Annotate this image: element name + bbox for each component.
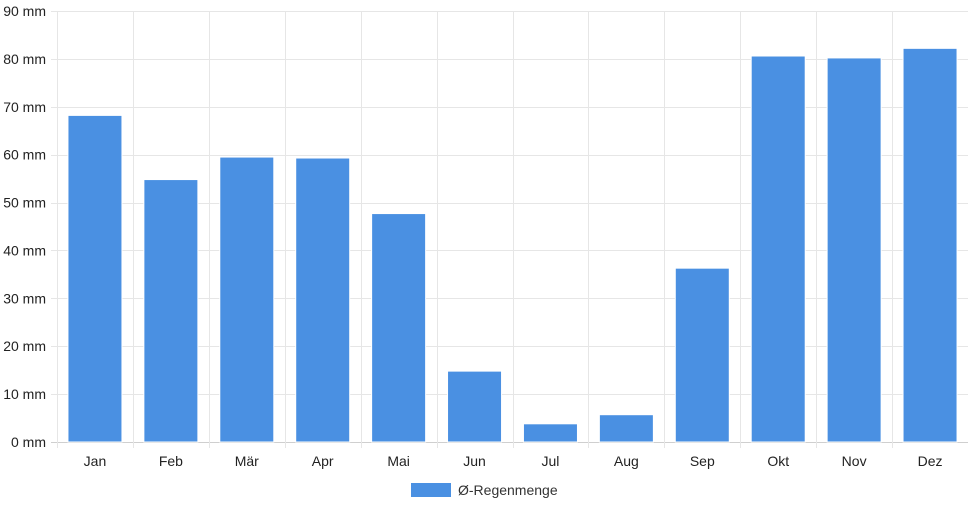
axes: 0 mm 10 mm 20 mm 30 mm 40 mm 50 mm 60 mm 70 mm 8…: [3, 3, 942, 469]
bar-okt[interactable]: [750, 55, 806, 443]
x-tick-label: Jul: [542, 453, 560, 469]
bar-sep[interactable]: [674, 267, 730, 443]
bar-aug[interactable]: [598, 414, 654, 443]
x-tick-label: Jun: [463, 453, 486, 469]
y-tick-label: 80 mm: [3, 51, 46, 67]
y-tick-label: 50 mm: [3, 195, 46, 211]
y-tick-label: 0 mm: [11, 434, 46, 450]
x-tick-label: Mai: [387, 453, 410, 469]
bar-series: [67, 47, 958, 443]
bar-nov[interactable]: [826, 57, 882, 443]
bar-dez[interactable]: [902, 47, 958, 443]
grid-lines: [51, 11, 968, 448]
x-tick-label: Nov: [842, 453, 867, 469]
bar-mär[interactable]: [219, 156, 275, 443]
x-tick-label: Sep: [690, 453, 715, 469]
x-tick-label: Feb: [159, 453, 183, 469]
y-tick-label: 70 mm: [3, 99, 46, 115]
y-tick-label: 60 mm: [3, 147, 46, 163]
y-tick-label: 40 mm: [3, 242, 46, 258]
bar-jan[interactable]: [67, 114, 123, 443]
x-tick-label: Okt: [767, 453, 789, 469]
bar-apr[interactable]: [295, 157, 351, 443]
legend-label[interactable]: Ø-Regenmenge: [458, 482, 558, 498]
y-tick-label: 20 mm: [3, 338, 46, 354]
x-tick-label: Jan: [84, 453, 107, 469]
bar-jul[interactable]: [522, 423, 578, 443]
x-tick-label: Dez: [918, 453, 943, 469]
legend[interactable]: Ø-Regenmenge: [411, 482, 558, 498]
bar-feb[interactable]: [143, 179, 199, 443]
bar-jun[interactable]: [447, 370, 503, 443]
y-tick-label: 10 mm: [3, 386, 46, 402]
y-tick-label: 30 mm: [3, 290, 46, 306]
x-tick-label: Mär: [235, 453, 259, 469]
x-tick-label: Apr: [312, 453, 334, 469]
bar-mai[interactable]: [371, 213, 427, 443]
x-tick-label: Aug: [614, 453, 639, 469]
legend-swatch[interactable]: [411, 483, 451, 497]
y-tick-label: 90 mm: [3, 3, 46, 19]
